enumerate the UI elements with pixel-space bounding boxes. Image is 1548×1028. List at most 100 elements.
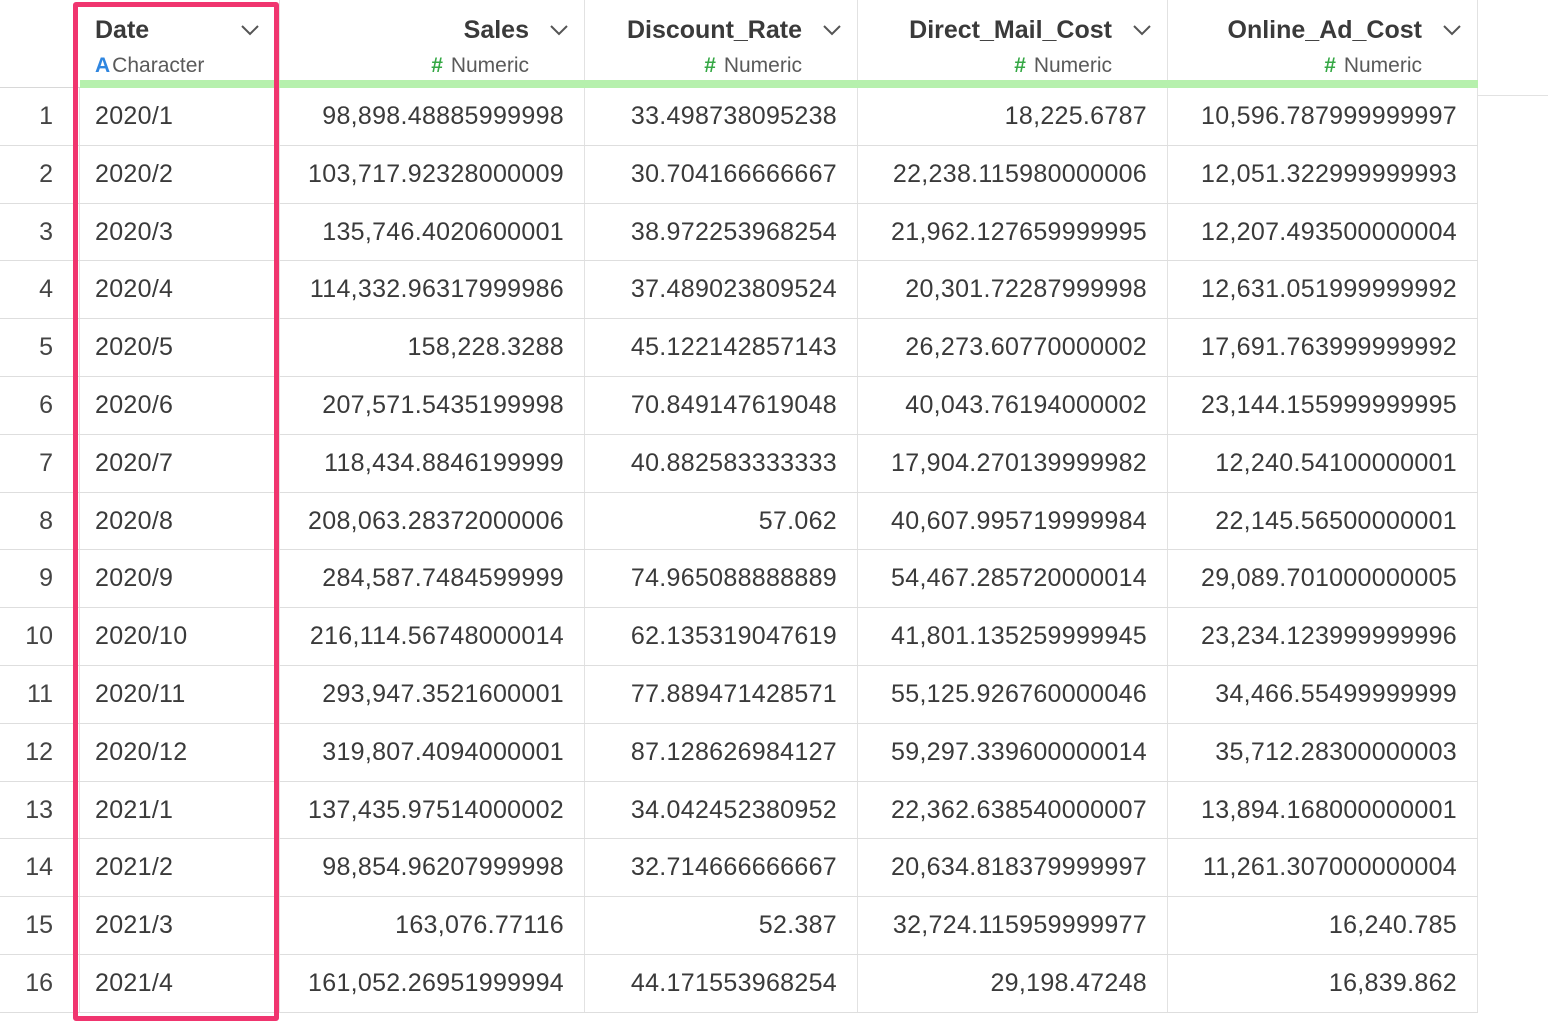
table-cell[interactable]: 40,043.76194000002: [858, 376, 1168, 434]
column-name: Date: [95, 16, 150, 44]
table-cell[interactable]: 98,898.48885999998: [280, 88, 585, 145]
table-cell[interactable]: 319,807.4094000001: [280, 723, 585, 781]
table-cell[interactable]: 35,712.28300000003: [1168, 723, 1478, 781]
table-cell[interactable]: 163,076.77116: [280, 897, 585, 954]
table-cell[interactable]: 32,724.115959999977: [858, 897, 1168, 954]
table-cell[interactable]: 2020/4: [80, 261, 280, 319]
table-row: 11 2020/11 293,947.3521600001 77.8894714285…: [0, 665, 1478, 724]
table-cell[interactable]: 207,571.5435199998: [280, 376, 585, 434]
table-cell[interactable]: 2020/11: [80, 665, 280, 723]
column-header-direct-mail-cost[interactable]: Direct_Mail_Cost # Numeric: [858, 0, 1168, 88]
table-cell[interactable]: 23,144.155999999995: [1168, 376, 1478, 434]
table-cell[interactable]: 21,962.127659999995: [858, 203, 1168, 261]
table-cell[interactable]: 2020/9: [80, 550, 280, 608]
table-cell[interactable]: 12,631.051999999992: [1168, 261, 1478, 319]
table-cell[interactable]: 2020/3: [80, 203, 280, 261]
table-cell[interactable]: 41,801.135259999945: [858, 608, 1168, 665]
row-number: 10: [0, 608, 80, 665]
chevron-down-icon[interactable]: [822, 24, 842, 36]
table-cell[interactable]: 12,240.54100000001: [1168, 434, 1478, 492]
table-cell[interactable]: 30.704166666667: [585, 145, 858, 203]
table-cell[interactable]: 37.489023809524: [585, 261, 858, 319]
row-number: 12: [0, 723, 80, 781]
column-header-discount-rate[interactable]: Discount_Rate # Numeric: [585, 0, 858, 88]
table-cell[interactable]: 114,332.96317999986: [280, 261, 585, 319]
table-cell[interactable]: 137,435.97514000002: [280, 781, 585, 839]
table-cell[interactable]: 40,607.995719999984: [858, 492, 1168, 550]
row-number: 1: [0, 88, 80, 145]
table-cell[interactable]: 38.972253968254: [585, 203, 858, 261]
table-cell[interactable]: 2021/4: [80, 954, 280, 1012]
table-cell[interactable]: 20,634.818379999997: [858, 839, 1168, 897]
table-cell[interactable]: 32.714666666667: [585, 839, 858, 897]
table-cell[interactable]: 16,240.785: [1168, 897, 1478, 954]
table-cell[interactable]: 161,052.26951999994: [280, 954, 585, 1012]
table-cell[interactable]: 208,063.28372000006: [280, 492, 585, 550]
table-cell[interactable]: 17,904.270139999982: [858, 434, 1168, 492]
table-cell[interactable]: 62.135319047619: [585, 608, 858, 665]
table-cell[interactable]: 284,587.7484599999: [280, 550, 585, 608]
table-cell[interactable]: 23,234.123999999996: [1168, 608, 1478, 665]
table-cell[interactable]: 33.498738095238: [585, 88, 858, 145]
table-cell[interactable]: 2020/6: [80, 376, 280, 434]
table-cell[interactable]: 70.849147619048: [585, 376, 858, 434]
table-cell[interactable]: 2020/10: [80, 608, 280, 665]
table-cell[interactable]: 135,746.4020600001: [280, 203, 585, 261]
table-cell[interactable]: 18,225.6787: [858, 88, 1168, 145]
table-cell[interactable]: 10,596.787999999997: [1168, 88, 1478, 145]
table-cell[interactable]: 74.965088888889: [585, 550, 858, 608]
row-number: 8: [0, 492, 80, 550]
table-cell[interactable]: 34,466.55499999999: [1168, 665, 1478, 723]
table-cell[interactable]: 57.062: [585, 492, 858, 550]
table-cell[interactable]: 12,051.322999999993: [1168, 145, 1478, 203]
column-header-sales[interactable]: Sales # Numeric: [280, 0, 585, 88]
table-cell[interactable]: 29,089.701000000005: [1168, 550, 1478, 608]
column-header-date[interactable]: Date ACharacter: [80, 0, 280, 88]
table-cell[interactable]: 26,273.60770000002: [858, 319, 1168, 376]
row-number: 4: [0, 261, 80, 319]
table-cell[interactable]: 2020/7: [80, 434, 280, 492]
table-cell[interactable]: 44.171553968254: [585, 954, 858, 1012]
table-cell[interactable]: 2021/2: [80, 839, 280, 897]
table-cell[interactable]: 11,261.307000000004: [1168, 839, 1478, 897]
table-row: 4 2020/4 114,332.96317999986 37.48902380952…: [0, 261, 1478, 320]
table-cell[interactable]: 29,198.47248: [858, 954, 1168, 1012]
table-cell[interactable]: 2020/5: [80, 319, 280, 376]
table-cell[interactable]: 45.122142857143: [585, 319, 858, 376]
table-cell[interactable]: 77.889471428571: [585, 665, 858, 723]
character-type-icon: A: [95, 54, 111, 77]
table-cell[interactable]: 2021/1: [80, 781, 280, 839]
table-cell[interactable]: 216,114.56748000014: [280, 608, 585, 665]
table-cell[interactable]: 55,125.926760000046: [858, 665, 1168, 723]
table-cell[interactable]: 22,362.638540000007: [858, 781, 1168, 839]
table-cell[interactable]: 2021/3: [80, 897, 280, 954]
table-cell[interactable]: 2020/12: [80, 723, 280, 781]
table-cell[interactable]: 22,238.115980000006: [858, 145, 1168, 203]
table-cell[interactable]: 158,228.3288: [280, 319, 585, 376]
table-cell[interactable]: 17,691.763999999992: [1168, 319, 1478, 376]
chevron-down-icon[interactable]: [1442, 24, 1462, 36]
table-cell[interactable]: 2020/1: [80, 88, 280, 145]
chevron-down-icon[interactable]: [240, 24, 260, 36]
table-cell[interactable]: 98,854.96207999998: [280, 839, 585, 897]
table-cell[interactable]: 2020/8: [80, 492, 280, 550]
table-cell[interactable]: 20,301.72287999998: [858, 261, 1168, 319]
table-cell[interactable]: 59,297.339600000014: [858, 723, 1168, 781]
column-header-online-ad-cost[interactable]: Online_Ad_Cost # Numeric: [1168, 0, 1478, 88]
chevron-down-icon[interactable]: [1132, 24, 1152, 36]
chevron-down-icon[interactable]: [549, 24, 569, 36]
table-cell[interactable]: 12,207.493500000004: [1168, 203, 1478, 261]
table-cell[interactable]: 118,434.8846199999: [280, 434, 585, 492]
table-cell[interactable]: 16,839.862: [1168, 954, 1478, 1012]
column-name: Direct_Mail_Cost: [909, 16, 1112, 44]
table-cell[interactable]: 293,947.3521600001: [280, 665, 585, 723]
table-cell[interactable]: 103,717.92328000009: [280, 145, 585, 203]
table-cell[interactable]: 87.128626984127: [585, 723, 858, 781]
table-cell[interactable]: 54,467.285720000014: [858, 550, 1168, 608]
table-cell[interactable]: 34.042452380952: [585, 781, 858, 839]
table-cell[interactable]: 22,145.56500000001: [1168, 492, 1478, 550]
table-cell[interactable]: 13,894.168000000001: [1168, 781, 1478, 839]
table-cell[interactable]: 52.387: [585, 897, 858, 954]
table-cell[interactable]: 2020/2: [80, 145, 280, 203]
table-cell[interactable]: 40.882583333333: [585, 434, 858, 492]
